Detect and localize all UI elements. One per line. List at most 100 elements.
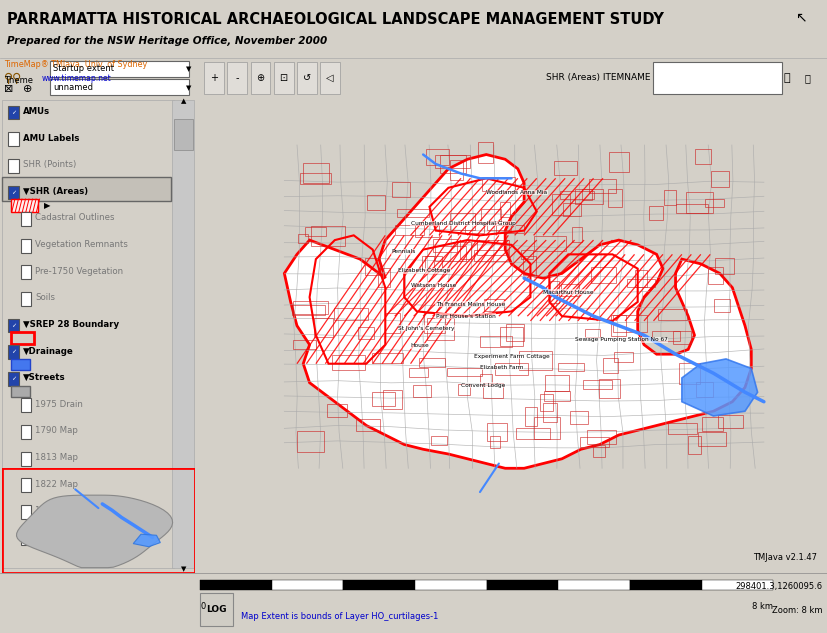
Text: Prepared for the NSW Heritage Office, November 2000: Prepared for the NSW Heritage Office, No… [7,36,327,46]
Text: Theme: Theme [4,76,33,85]
Polygon shape [682,359,758,416]
Bar [608,189,622,208]
Text: -: - [236,73,239,83]
Bar [695,149,710,164]
Bar [21,399,31,412]
Bar [378,268,390,287]
Bar [343,580,415,590]
Bar [698,432,725,446]
Bar [2,100,174,568]
Bar [487,222,511,230]
Bar [679,363,700,384]
Bar [423,256,434,270]
Bar [292,305,325,315]
Bar [50,79,189,95]
Text: Soils: Soils [36,293,55,303]
Bar [372,353,403,363]
Text: AMU Labels: AMU Labels [22,134,79,142]
Text: ▼Drainage: ▼Drainage [22,347,74,356]
Bar [419,358,445,367]
Text: 🔭: 🔭 [784,73,791,83]
Bar [500,327,523,346]
Text: +: + [210,73,218,83]
Bar [11,332,34,344]
Text: Pennials: Pennials [392,249,416,254]
Bar [523,256,536,275]
Bar [614,352,633,362]
Bar [558,580,630,590]
Bar [714,299,730,311]
Bar [545,375,569,391]
Bar [272,580,343,590]
Bar [718,415,743,428]
Bar [570,411,588,424]
Text: Sewage Pumping Station No 67: Sewage Pumping Station No 67 [575,337,667,342]
Bar [7,106,19,120]
Bar [609,152,629,172]
Bar [50,61,189,77]
Bar [300,173,331,184]
Text: ▼SREP 28 Boundary: ▼SREP 28 Boundary [22,320,118,329]
Bar [554,161,577,175]
Bar [426,149,449,165]
Bar [461,242,471,259]
Bar [21,265,31,279]
Bar [585,329,600,337]
Text: ▼: ▼ [180,566,186,572]
Bar [571,227,581,242]
Text: PARRAMATTA HISTORICAL ARCHAEOLOGICAL LANDSCAPE MANAGEMENT STUDY: PARRAMATTA HISTORICAL ARCHAEOLOGICAL LAN… [7,11,663,27]
Bar [204,62,224,94]
Text: 298401.3,1260095.6: 298401.3,1260095.6 [736,582,823,591]
Text: SHR (Points): SHR (Points) [22,160,76,169]
Bar [320,62,340,94]
Bar [627,279,656,287]
Bar [582,189,592,199]
Bar [653,331,680,341]
Bar [635,270,648,287]
Bar [543,391,570,401]
Bar [515,428,550,439]
Text: Woodlands Anna Mia: Woodlands Anna Mia [486,190,547,195]
Bar [710,171,729,187]
Bar [314,318,332,337]
Bar [251,62,270,94]
Bar [477,241,509,254]
Bar [458,384,471,395]
Bar [431,436,447,444]
Text: Watsons House: Watsons House [410,283,456,288]
Bar [466,222,484,233]
Bar [21,239,31,253]
Bar [590,266,616,284]
Bar [7,132,19,146]
Bar [398,209,429,217]
Text: 1844 Map (East): 1844 Map (East) [36,533,107,542]
Bar [174,119,193,150]
Text: ⊕: ⊕ [256,73,265,83]
Polygon shape [284,154,751,468]
Text: ✓: ✓ [11,323,16,328]
Bar [2,177,170,201]
Bar [332,354,366,370]
Text: Experiment Farm Cottage: Experiment Farm Cottage [474,354,549,359]
Text: Parr House's Station: Parr House's Station [436,314,495,318]
Bar [7,372,19,385]
Text: ✓: ✓ [11,349,16,354]
Bar [525,407,537,426]
Bar [7,159,19,173]
Bar [440,155,466,173]
Bar [200,592,233,626]
Text: LOG: LOG [207,605,227,614]
Text: Convent Lodge: Convent Lodge [461,382,505,387]
Text: Macarthur House: Macarthur House [543,290,594,295]
Text: ◁: ◁ [326,73,334,83]
Bar [303,163,329,183]
Bar [500,202,510,217]
Bar [21,292,31,306]
Bar [583,380,612,389]
Bar [506,324,524,341]
Bar [450,160,463,180]
Bar [311,226,345,246]
Bar [563,203,581,216]
Text: 1975 Drain: 1975 Drain [36,400,84,409]
Text: ▲: ▲ [180,99,186,104]
